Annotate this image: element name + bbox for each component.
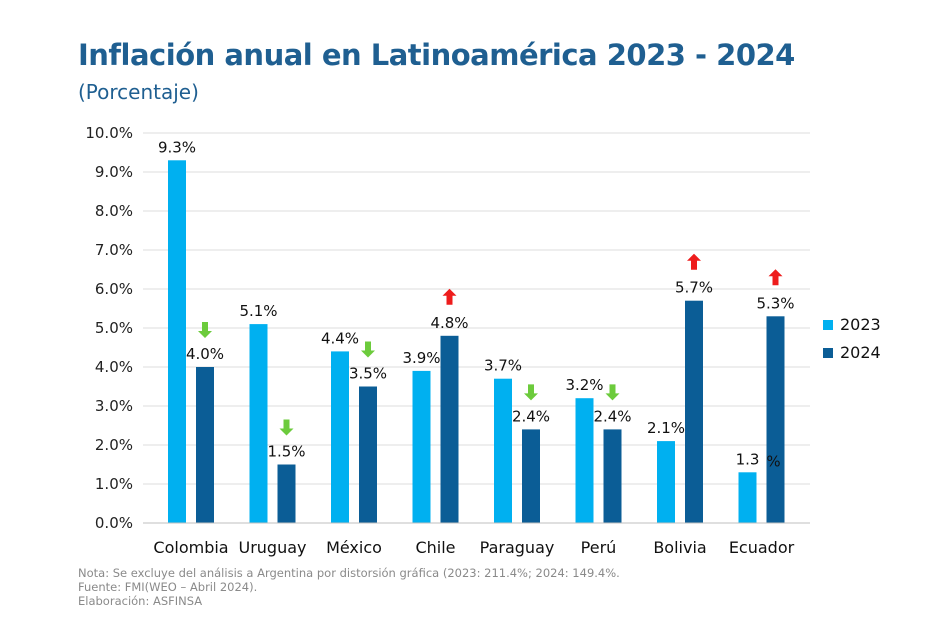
y-tick-label: 4.0% <box>95 358 133 376</box>
source-line: Fuente: FMI(WEO – Abril 2024). <box>78 580 258 594</box>
arrow-up-icon <box>687 253 701 270</box>
data-label-2024: 5.3% <box>756 294 794 312</box>
data-label-2024: 4.8% <box>430 314 468 332</box>
data-label-2023: 2.1% <box>647 419 685 437</box>
data-label-2023: 4.4% <box>321 329 359 347</box>
category-label: Perú <box>581 538 617 557</box>
bar-2023 <box>575 398 594 523</box>
category-label: Bolivia <box>653 538 706 557</box>
data-label-2023: 3.9% <box>402 349 440 367</box>
category-label: Colombia <box>153 538 228 557</box>
y-tick-label: 10.0% <box>85 124 133 142</box>
y-tick-label: 3.0% <box>95 397 133 415</box>
data-label-2024: 2.4% <box>593 407 631 425</box>
data-label-2024: 5.7% <box>675 279 713 297</box>
bar-2023 <box>331 351 349 523</box>
credit-line: Elaboración: ASFINSA <box>78 594 203 608</box>
arrow-down-icon <box>361 341 375 358</box>
x-axis: Colombia Uruguay México Chile Paraguay Perú Bo… <box>143 522 810 557</box>
y-tick-label: 1.0% <box>95 475 133 493</box>
bar-2024 <box>277 464 296 523</box>
legend-label-2023: 2023 <box>840 315 881 334</box>
bar-2023 <box>738 472 757 523</box>
arrow-down-icon <box>524 384 538 401</box>
arrow-down-icon <box>279 419 294 436</box>
bar-2024 <box>196 367 214 523</box>
data-label-2024: 3.5% <box>349 365 387 383</box>
bar-2024 <box>766 316 785 523</box>
y-tick-label: 5.0% <box>95 319 133 337</box>
bar-2023 <box>657 441 675 523</box>
y-tick-label: 0.0% <box>95 514 133 532</box>
y-tick-label: 9.0% <box>95 163 133 181</box>
y-tick-label: 7.0% <box>95 241 133 259</box>
y-tick-label: 2.0% <box>95 436 133 454</box>
bar-2023 <box>168 160 186 524</box>
category-label: Chile <box>415 538 455 557</box>
legend-swatch-2023 <box>823 320 833 330</box>
bar-2024 <box>685 300 703 523</box>
footnotes: Nota: Se excluye del análisis a Argentin… <box>78 566 620 608</box>
data-label-2024: 2.4% <box>512 407 550 425</box>
arrow-up-icon <box>442 288 457 305</box>
legend: 2023 2024 <box>823 315 881 362</box>
data-label-2023: 3.2% <box>565 376 603 394</box>
data-labels: 9.3% 4.0% 5.1% 1.5% 4.4% 3.5% 3.9% 4.8% 3.7% 2.4%… <box>158 138 795 470</box>
data-label-2023: 5.1% <box>239 302 277 320</box>
bar-2024 <box>522 429 540 523</box>
category-label: Paraguay <box>480 538 555 557</box>
y-tick-label: 6.0% <box>95 280 133 298</box>
note-line: Nota: Se excluye del análisis a Argentin… <box>78 566 620 580</box>
bars <box>168 160 785 524</box>
bar-2023 <box>249 324 268 523</box>
chart-title: Inflación anual en Latinoamérica 2023 - … <box>78 38 795 72</box>
stray-percent-label: % <box>766 452 780 470</box>
data-label-2023: 9.3% <box>158 138 196 156</box>
category-label: México <box>326 538 382 557</box>
y-axis: 0.0% 1.0% 2.0% 3.0% 4.0% 5.0% 6.0% 7.0% 8.0% 9.0%… <box>85 124 133 532</box>
bar-2024 <box>603 429 622 523</box>
data-label-2024: 1.5% <box>267 443 305 461</box>
chart-subtitle: (Porcentaje) <box>78 80 199 104</box>
arrow-down-icon <box>198 322 212 338</box>
category-label: Ecuador <box>729 538 795 557</box>
legend-swatch-2024 <box>823 348 833 358</box>
data-label-2023: 1.3 <box>736 450 760 468</box>
bar-2024 <box>359 386 377 523</box>
bar-2023 <box>412 370 431 523</box>
category-label: Uruguay <box>239 538 307 557</box>
data-label-2023: 3.7% <box>484 357 522 375</box>
legend-label-2024: 2024 <box>840 343 881 362</box>
trend-arrows <box>198 253 783 436</box>
data-label-2024: 4.0% <box>186 345 224 363</box>
arrow-down-icon <box>605 384 620 401</box>
bar-2024 <box>440 335 459 523</box>
gridlines <box>143 132 810 524</box>
arrow-up-icon <box>768 269 783 286</box>
bar-2023 <box>494 378 512 523</box>
y-tick-label: 8.0% <box>95 202 133 220</box>
